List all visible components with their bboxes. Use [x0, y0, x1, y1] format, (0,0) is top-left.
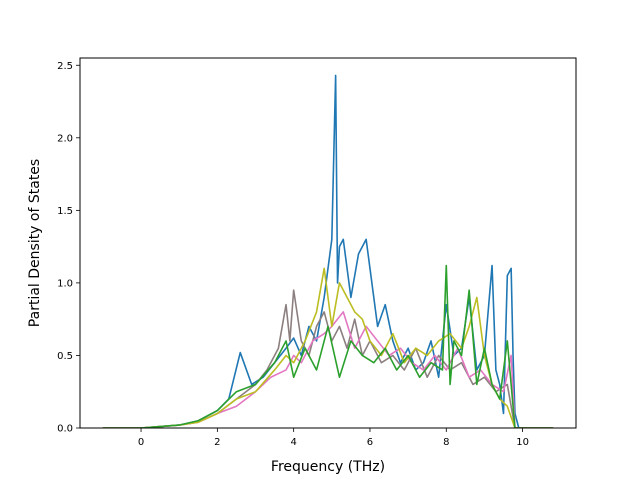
x-tick-label: 10	[516, 437, 529, 448]
y-tick-label: 1.5	[57, 206, 73, 217]
series-line-3	[102, 311, 554, 428]
y-tick-label: 2.5	[57, 61, 73, 72]
y-axis: 0.0 0.5 1.0 1.5 2.0 2.5	[57, 61, 80, 435]
x-tick-label: 4	[290, 437, 296, 448]
series-layer	[102, 74, 554, 428]
x-tick-label: 0	[138, 437, 144, 448]
y-axis-label: Partial Density of States	[27, 159, 43, 327]
x-tick-label: 2	[214, 437, 220, 448]
series-line-5	[102, 264, 554, 428]
y-tick-label: 0.0	[57, 424, 73, 435]
y-tick-label: 0.5	[57, 351, 73, 362]
x-tick-label: 8	[443, 437, 449, 448]
x-axis: 0 2 4 6 8 10	[138, 428, 529, 448]
y-tick-label: 1.0	[57, 278, 73, 289]
x-tick-label: 6	[367, 437, 373, 448]
x-axis-label: Frequency (THz)	[271, 459, 385, 475]
axes-frame	[79, 57, 577, 429]
y-tick-label: 2.0	[57, 133, 73, 144]
series-line-4	[102, 267, 554, 428]
